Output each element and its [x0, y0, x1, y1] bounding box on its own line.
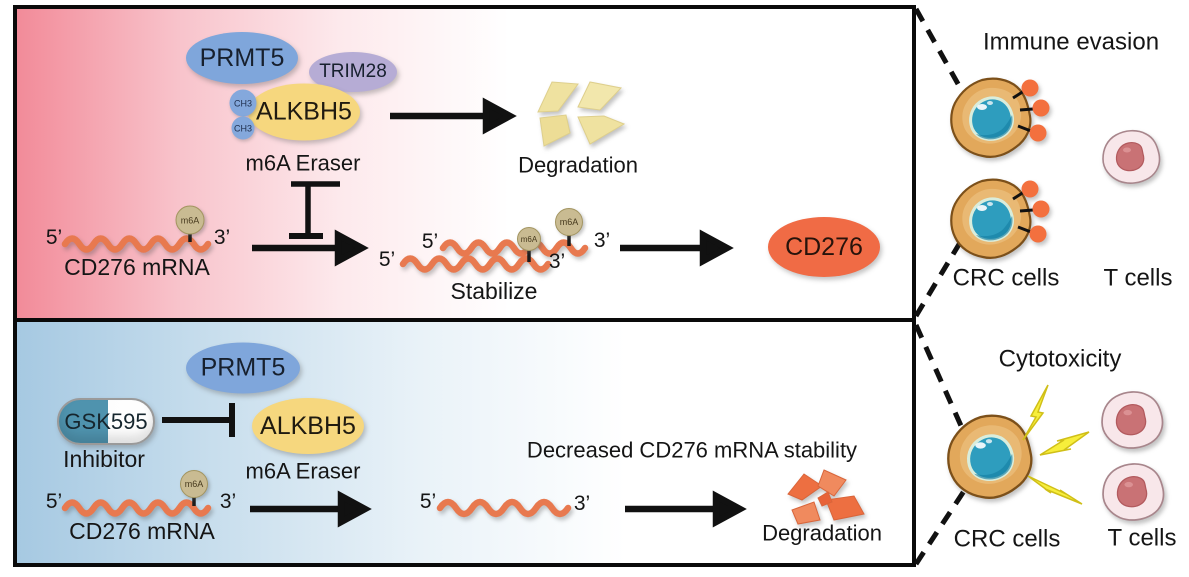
three-prime-label: 3’: [573, 491, 591, 515]
t-cells-caption-bottom: T cells: [1107, 524, 1177, 552]
alkbh5-label: ALKBH5: [256, 97, 352, 126]
arrow-cd276-icon: [620, 229, 734, 267]
m6a-label: m6A: [184, 479, 204, 489]
cd276-label: CD276: [785, 232, 863, 261]
m6a-label: m6A: [559, 217, 579, 227]
t-cell-cytotoxicity-2: [1102, 463, 1165, 521]
cd276-mrna-caption-top: CD276 mRNA: [64, 253, 210, 280]
five-prime-label: 5’: [419, 489, 437, 513]
arrow-degradation-top-icon: [390, 97, 517, 135]
three-prime-label: 3’: [219, 489, 237, 513]
m6a-mark-icon: m6A: [180, 470, 208, 498]
degradation-caption-bottom: Degradation: [762, 520, 882, 546]
alkbh5-protein-bottom: ALKBH5: [252, 398, 364, 454]
trim28-label: TRIM28: [319, 61, 387, 82]
arrow-stabilize-icon: [252, 229, 369, 267]
five-prime-label: 5’: [45, 225, 63, 249]
prmt5-label: PRMT5: [199, 43, 285, 72]
gsk595-label: GSK595: [64, 408, 148, 434]
five-prime-label: 5’: [421, 229, 439, 253]
cytotoxicity-title: Cytotoxicity: [998, 345, 1122, 373]
crc-cells-caption-top: CRC cells: [952, 264, 1060, 292]
ch3-methyl-badge: CH3: [231, 116, 255, 140]
five-prime-label: 5’: [378, 247, 396, 271]
immune-evasion-title: Immune evasion: [982, 28, 1160, 56]
gsk595-drug-capsule: GSK595: [57, 398, 155, 445]
decreased-stability-caption: Decreased CD276 mRNA stability: [526, 437, 858, 463]
panel-gsk595-inhibited: [13, 318, 916, 567]
alkbh5-label: ALKBH5: [260, 411, 356, 440]
ch3-methyl-badge: CH3: [229, 89, 257, 117]
m6a-label: m6A: [180, 215, 200, 225]
prmt5-protein-bottom: PRMT5: [186, 342, 300, 394]
panel-prmt5-normal: [13, 5, 916, 322]
mrna-demethylated-icon: [436, 498, 572, 518]
inhibition-tbar-gsk595-icon: [162, 403, 235, 437]
lightning-icon: [1022, 384, 1049, 441]
stabilize-caption: Stabilize: [450, 277, 538, 304]
ch3-label: CH3: [233, 123, 252, 133]
three-prime-label: 3’: [593, 228, 611, 252]
lightning-icon: [1027, 475, 1083, 505]
ch3-label: CH3: [233, 98, 252, 108]
lightning-icon: [1039, 431, 1090, 456]
mrna-stabilized-lower-icon: [399, 255, 552, 273]
m6a-label: m6A: [520, 234, 538, 244]
t-cell-cytotoxicity-1: [1101, 391, 1164, 449]
dashed-connector-icons: [913, 7, 969, 566]
arrow-demethylation-icon: [250, 490, 372, 528]
arrow-degradation-bottom-icon: [625, 490, 747, 528]
mrna-bottom-left-icon: [61, 499, 212, 517]
m6a-mark-icon: m6A: [555, 208, 583, 236]
crc-cells-caption-bottom: CRC cells: [953, 525, 1061, 553]
m6a-mark-icon: m6A: [175, 205, 205, 235]
cd276-receptor-icons: [1012, 180, 1050, 243]
lightning-icons: [1022, 384, 1090, 505]
crc-cell-immune-2: [950, 178, 1050, 259]
arrow-icons: [250, 97, 747, 528]
degradation-debris-bottom-icon: [787, 469, 865, 525]
trim28-protein: TRIM28: [309, 52, 397, 92]
cd276-protein: CD276: [768, 217, 880, 277]
prmt5-label: PRMT5: [200, 353, 286, 382]
cd276-mrna-caption-bottom: CD276 mRNA: [69, 517, 215, 544]
prmt5-protein-top: PRMT5: [186, 32, 298, 84]
m6a-eraser-caption-bottom: m6A Eraser: [245, 458, 361, 484]
crc-cell-cytotoxicity: [947, 414, 1033, 499]
t-cells-caption-top: T cells: [1103, 264, 1173, 292]
crc-cell-immune-1: [950, 77, 1050, 158]
degradation-caption-top: Degradation: [518, 152, 638, 178]
cd276-receptor-icons: [1012, 79, 1050, 142]
five-prime-label: 5’: [45, 489, 63, 513]
t-cell-immune: [1102, 129, 1161, 184]
degradation-debris-top-icon: [537, 81, 626, 147]
mrna-top-left-icon: [61, 235, 212, 253]
inhibitor-caption: Inhibitor: [63, 445, 145, 472]
mrna-strand-icons: [61, 235, 589, 518]
three-prime-label: 3’: [548, 249, 566, 273]
m6a-mark-icon: m6A: [517, 227, 541, 251]
three-prime-label: 3’: [213, 225, 231, 249]
inhibition-tbar-eraser-icon: [289, 181, 340, 239]
alkbh5-protein-top: ALKBH5: [248, 83, 360, 141]
mrna-stabilized-upper-icon: [439, 239, 589, 257]
m6a-eraser-caption-top: m6A Eraser: [245, 150, 361, 176]
